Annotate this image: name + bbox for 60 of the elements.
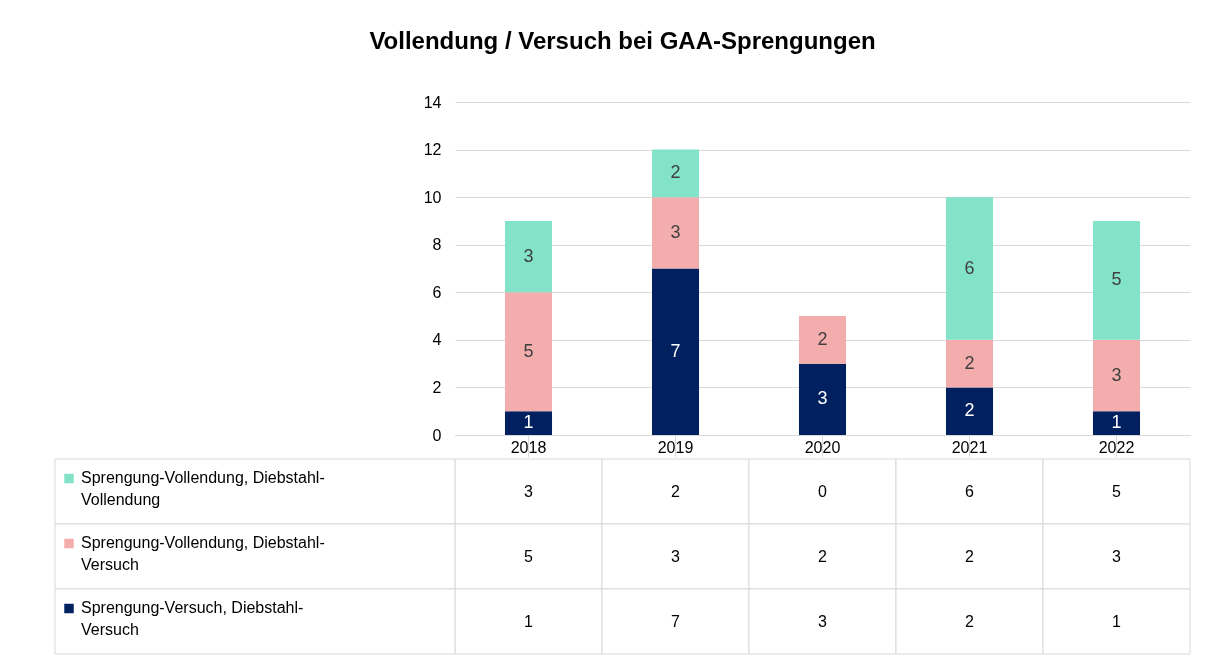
data-label: 3 [818, 612, 828, 630]
bar [651, 268, 700, 435]
bar [945, 387, 994, 435]
y-tick-label: 10 [423, 188, 442, 206]
bar [798, 316, 847, 364]
x-tick-label: 2019 [657, 438, 694, 456]
data-label: 6 [965, 482, 975, 500]
x-tick-label: 2020 [804, 438, 841, 456]
text: 3 [1111, 364, 1122, 385]
data-label: 1 [524, 612, 534, 630]
bar [798, 363, 847, 435]
y-tick-label: 4 [432, 331, 442, 349]
chart-title: Vollendung / Versuch bei GAA-Sprengungen [369, 27, 876, 54]
text: 5 [1111, 269, 1122, 290]
x-tick-label: 2018 [510, 438, 547, 456]
legend-label: Sprengung-Vollendung, Diebstahl-Versuch [81, 533, 325, 573]
y-tick-label: 6 [432, 283, 442, 301]
text: 1 [523, 412, 534, 433]
text: 2 [964, 352, 975, 373]
bar [504, 292, 553, 412]
text: 6 [964, 257, 975, 278]
x-tick-label: 2022 [1098, 438, 1135, 456]
bar [1092, 339, 1141, 412]
bar [504, 220, 553, 293]
text: 5 [523, 340, 534, 361]
data-label: 3 [1112, 547, 1122, 565]
text: 3 [817, 388, 828, 409]
legend-label: Sprengung-Versuch, Diebstahl-Versuch [81, 598, 304, 638]
text: 2 [964, 400, 975, 421]
legend-label: Sprengung-Vollendung, Diebstahl-Vollendung [81, 468, 325, 508]
bar [945, 339, 994, 388]
bar [504, 411, 553, 435]
text: 2 [670, 162, 681, 183]
data-label: 3 [671, 547, 681, 565]
y-tick-label: 8 [432, 236, 442, 254]
y-tick-label: 2 [432, 378, 442, 396]
x-tick-label: 2021 [951, 438, 988, 456]
bar [651, 197, 700, 269]
text: 3 [670, 221, 681, 242]
data-label: 1 [1112, 612, 1122, 630]
data-label: 0 [818, 482, 828, 500]
data-label: 2 [965, 547, 975, 565]
y-tick-label: 14 [423, 93, 442, 111]
data-label: 2 [965, 612, 975, 630]
data-label: 5 [524, 547, 534, 565]
text: 1 [1111, 412, 1122, 433]
y-tick-label: 0 [432, 426, 442, 444]
y-tick-label: 12 [423, 141, 442, 159]
data-label: 5 [1112, 482, 1122, 500]
text: 3 [523, 245, 534, 266]
bar [1092, 220, 1141, 340]
data-label: 2 [818, 547, 828, 565]
text: 7 [670, 340, 681, 361]
data-label: 7 [671, 612, 681, 630]
bar [651, 149, 700, 198]
data-label: 3 [524, 482, 534, 500]
data-label: 2 [671, 482, 681, 500]
text: 2 [817, 328, 828, 349]
bar [1092, 411, 1141, 435]
bar [945, 197, 994, 340]
